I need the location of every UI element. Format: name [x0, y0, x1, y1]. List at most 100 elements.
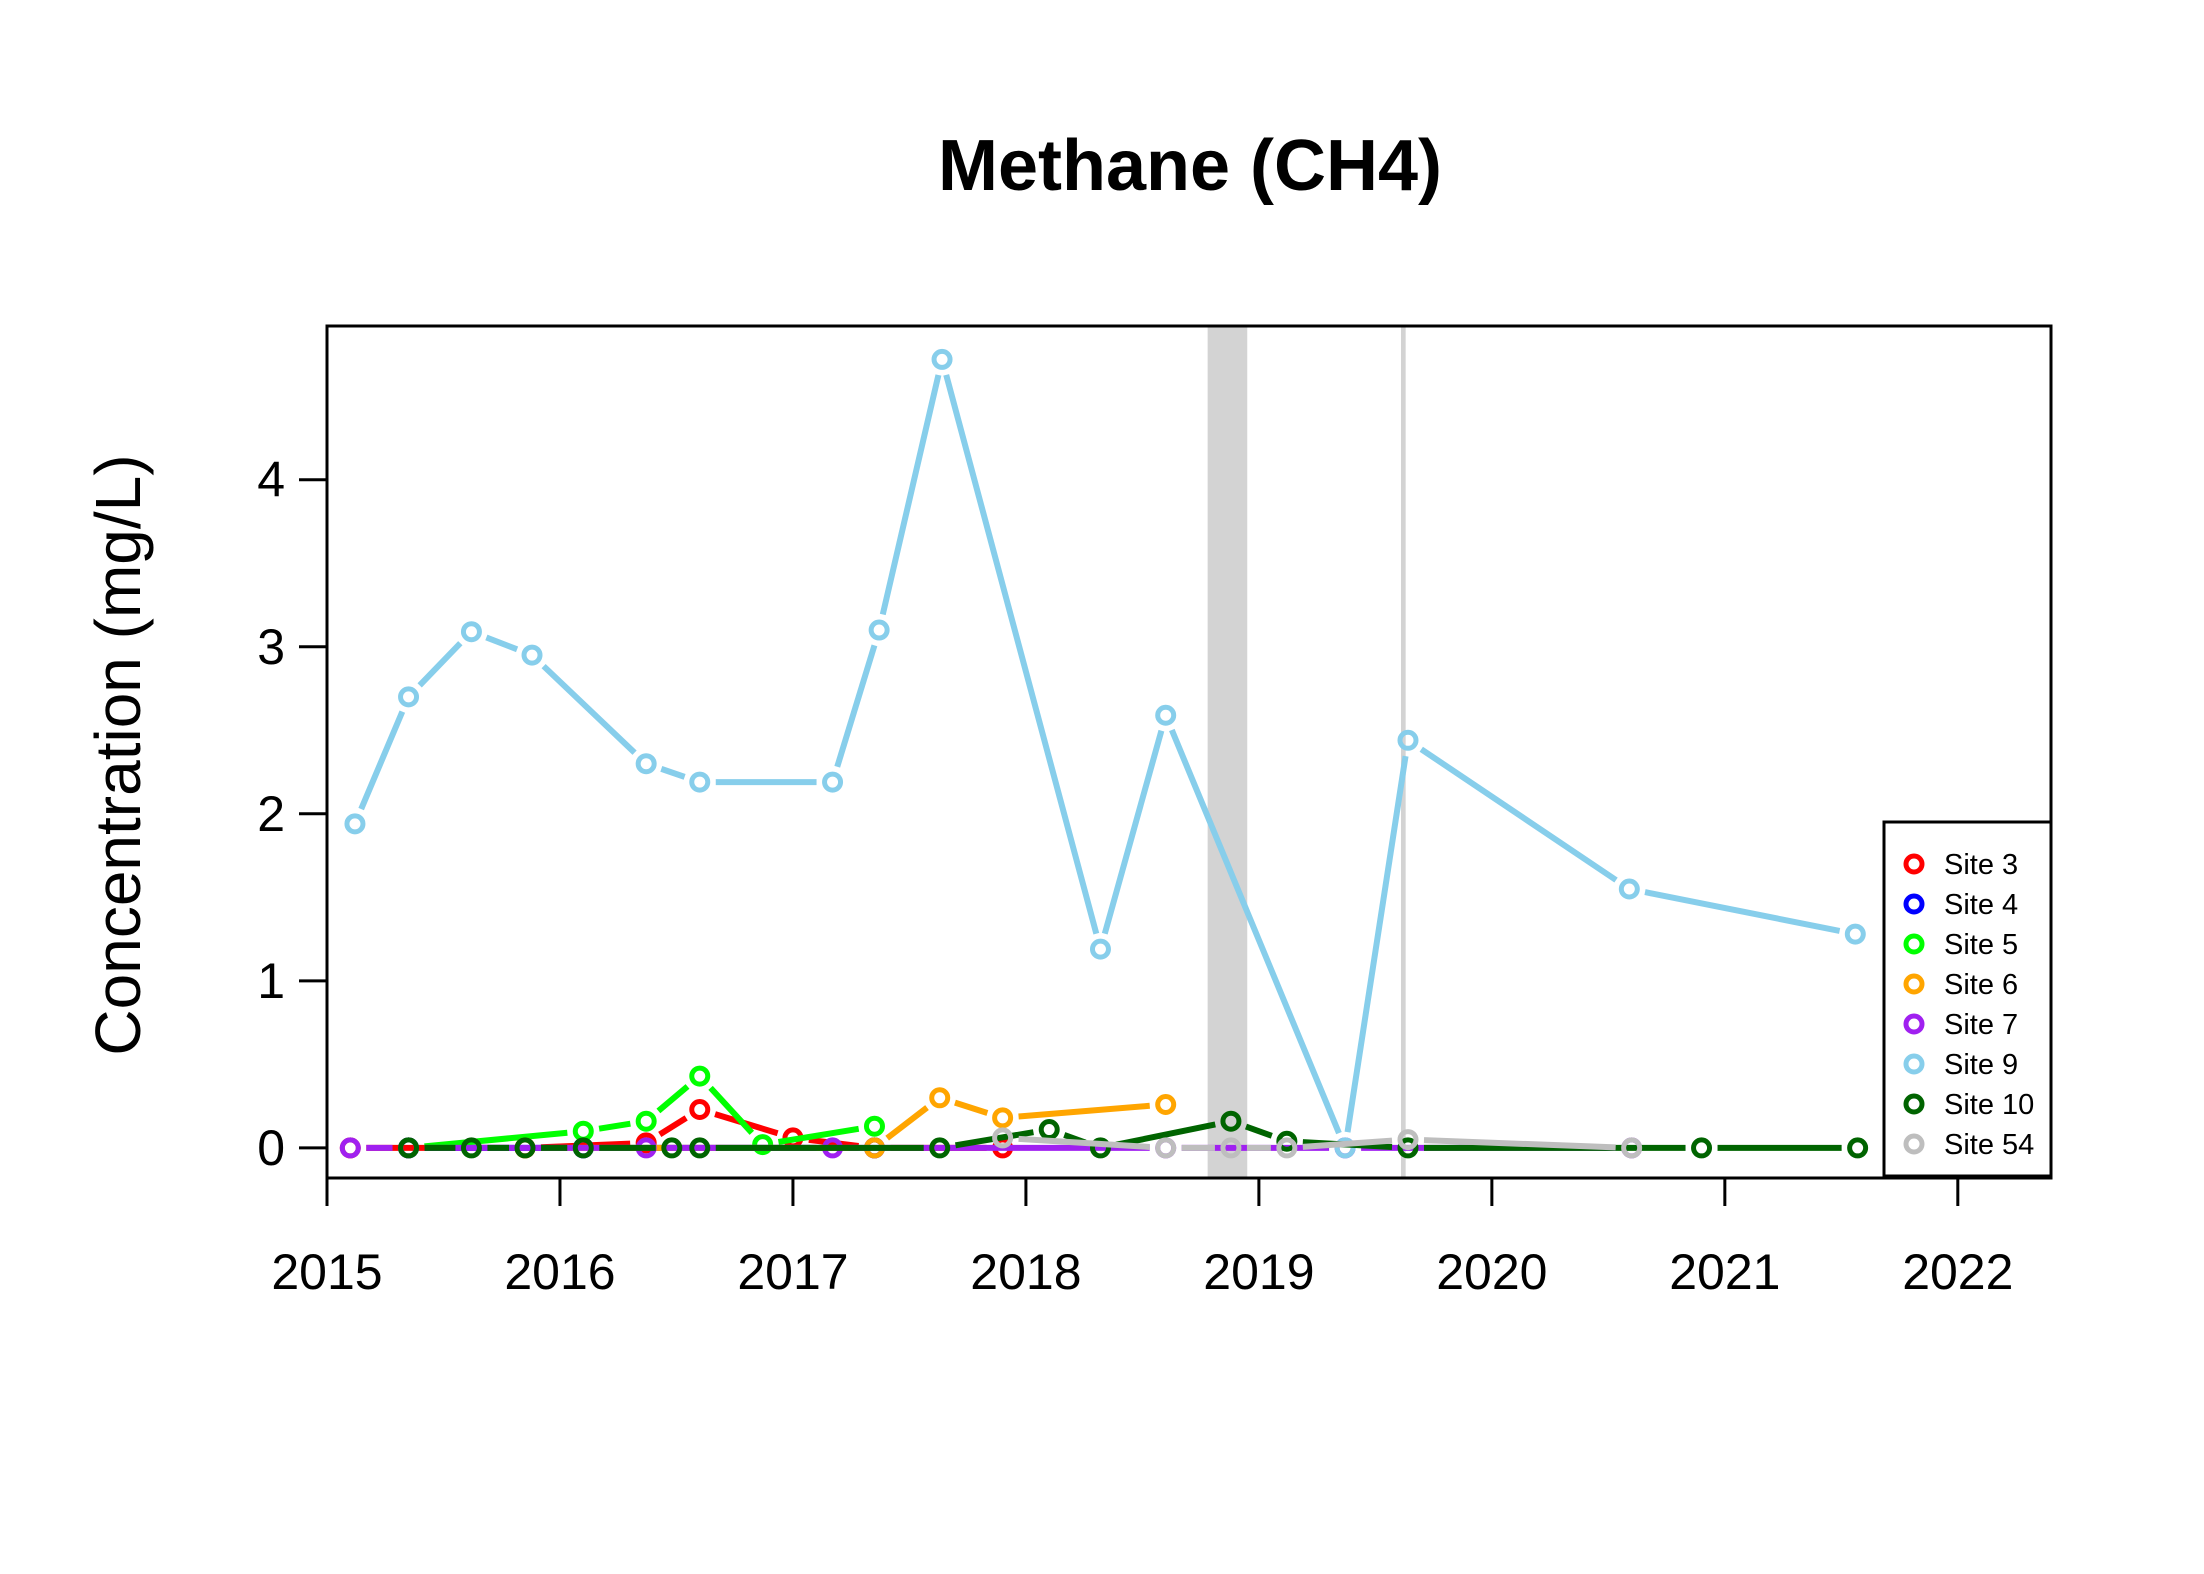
data-point — [339, 1137, 361, 1159]
data-point — [1397, 1137, 1419, 1159]
data-point — [1220, 1137, 1242, 1159]
data-point — [1276, 1137, 1298, 1159]
series-segment — [424, 1129, 568, 1150]
data-point — [689, 1099, 711, 1121]
series-segment — [656, 1084, 690, 1114]
data-point — [1155, 1093, 1177, 1115]
data-point — [1397, 1129, 1419, 1151]
series-segment — [1018, 1102, 1151, 1120]
data-point — [868, 619, 890, 641]
series-segment — [660, 766, 686, 780]
data-point — [931, 348, 953, 370]
legend: Site 3 Site 4 Site 5 Site 6 Site 7 Site 9 Site… — [1882, 820, 2053, 1178]
x-tick-label: 2019 — [1203, 1244, 1314, 1300]
shaded-period-2 — [1401, 326, 1406, 1178]
data-point — [1397, 729, 1419, 751]
y-tick-label: 0 — [257, 1120, 285, 1176]
series-segment — [1644, 889, 1841, 934]
data-point — [661, 1137, 683, 1159]
y-tick-label: 2 — [257, 786, 285, 842]
data-point — [398, 1137, 420, 1159]
data-point — [863, 1115, 885, 1137]
data-point — [635, 1110, 657, 1132]
data-point — [635, 753, 657, 775]
series-site-54 — [992, 1127, 1643, 1159]
legend-label: Site 3 — [1944, 849, 2018, 881]
series-segment — [658, 1115, 688, 1137]
data-point — [1621, 1137, 1643, 1159]
data-point — [1038, 1119, 1060, 1141]
series-segment — [879, 374, 942, 616]
x-tick-label: 2018 — [970, 1244, 1081, 1300]
legend-marker — [1903, 933, 1925, 955]
data-point — [689, 771, 711, 793]
data-point — [689, 1065, 711, 1087]
data-point — [1844, 923, 1866, 945]
legend-marker — [1903, 1053, 1925, 1075]
series-segment — [358, 710, 406, 811]
series-segment — [485, 634, 519, 653]
plot-frame — [325, 324, 2053, 1180]
shaded-period-1 — [1207, 326, 1248, 1178]
data-point — [572, 1120, 594, 1142]
data-point — [521, 644, 543, 666]
data-point — [572, 1137, 594, 1159]
x-tick-label: 2022 — [1902, 1244, 2013, 1300]
data-point — [1089, 938, 1111, 960]
legend-marker — [1903, 853, 1925, 875]
shaded-periods — [1207, 326, 1406, 1178]
legend-marker — [1903, 1013, 1925, 1035]
legend-label: Site 54 — [1944, 1129, 2034, 1161]
x-tick-label: 2016 — [504, 1244, 615, 1300]
legend-marker — [1903, 973, 1925, 995]
data-point — [929, 1137, 951, 1159]
data-point — [1618, 878, 1640, 900]
x-tick-label: 2017 — [737, 1244, 848, 1300]
data-point — [1155, 704, 1177, 726]
data-point — [398, 686, 420, 708]
legend-label: Site 6 — [1944, 969, 2018, 1001]
data-point — [460, 1137, 482, 1159]
data-point — [992, 1107, 1014, 1129]
legend-label: Site 4 — [1944, 889, 2018, 921]
legend-box — [1882, 820, 2053, 1178]
series-segment — [1302, 1137, 1393, 1150]
y-tick-label: 3 — [257, 619, 285, 675]
series-segment — [885, 1105, 929, 1141]
series-segment — [777, 1125, 860, 1145]
series-segment — [417, 641, 463, 688]
data-point — [460, 621, 482, 643]
data-point — [1220, 1110, 1242, 1132]
data-point — [1155, 1137, 1177, 1159]
legend-label: Site 10 — [1944, 1089, 2034, 1121]
y-tick-label: 4 — [257, 452, 285, 508]
data-point — [1334, 1137, 1356, 1159]
series-segment — [1115, 1121, 1216, 1148]
data-point — [992, 1127, 1014, 1149]
data-point — [689, 1137, 711, 1159]
series-segment — [1244, 1123, 1273, 1139]
series-site-9 — [344, 348, 1866, 1159]
data-point — [929, 1087, 951, 1109]
legend-label: Site 5 — [1944, 929, 2018, 961]
axes: 2015 2016 2017 2018 2019 2020 2021 2022 0 1 2 3 4 — [257, 452, 2013, 1300]
data-point — [752, 1134, 774, 1156]
series-segment — [541, 663, 637, 755]
series-segment — [1018, 1135, 1150, 1150]
legend-marker — [1903, 893, 1925, 915]
series-layer — [339, 348, 1869, 1159]
legend-marker — [1903, 1093, 1925, 1115]
series-segment — [1344, 755, 1409, 1133]
x-tick-label: 2015 — [271, 1244, 382, 1300]
x-tick-label: 2020 — [1436, 1244, 1547, 1300]
series-segment — [1423, 1137, 1616, 1151]
series-segment — [598, 1120, 631, 1132]
data-point — [514, 1137, 536, 1159]
data-point — [1847, 1137, 1869, 1159]
data-point — [1089, 1137, 1111, 1159]
legend-label: Site 7 — [1944, 1009, 2018, 1041]
series-segment — [1169, 728, 1342, 1135]
series-segment — [1101, 729, 1165, 935]
legend-marker — [1903, 1133, 1925, 1155]
